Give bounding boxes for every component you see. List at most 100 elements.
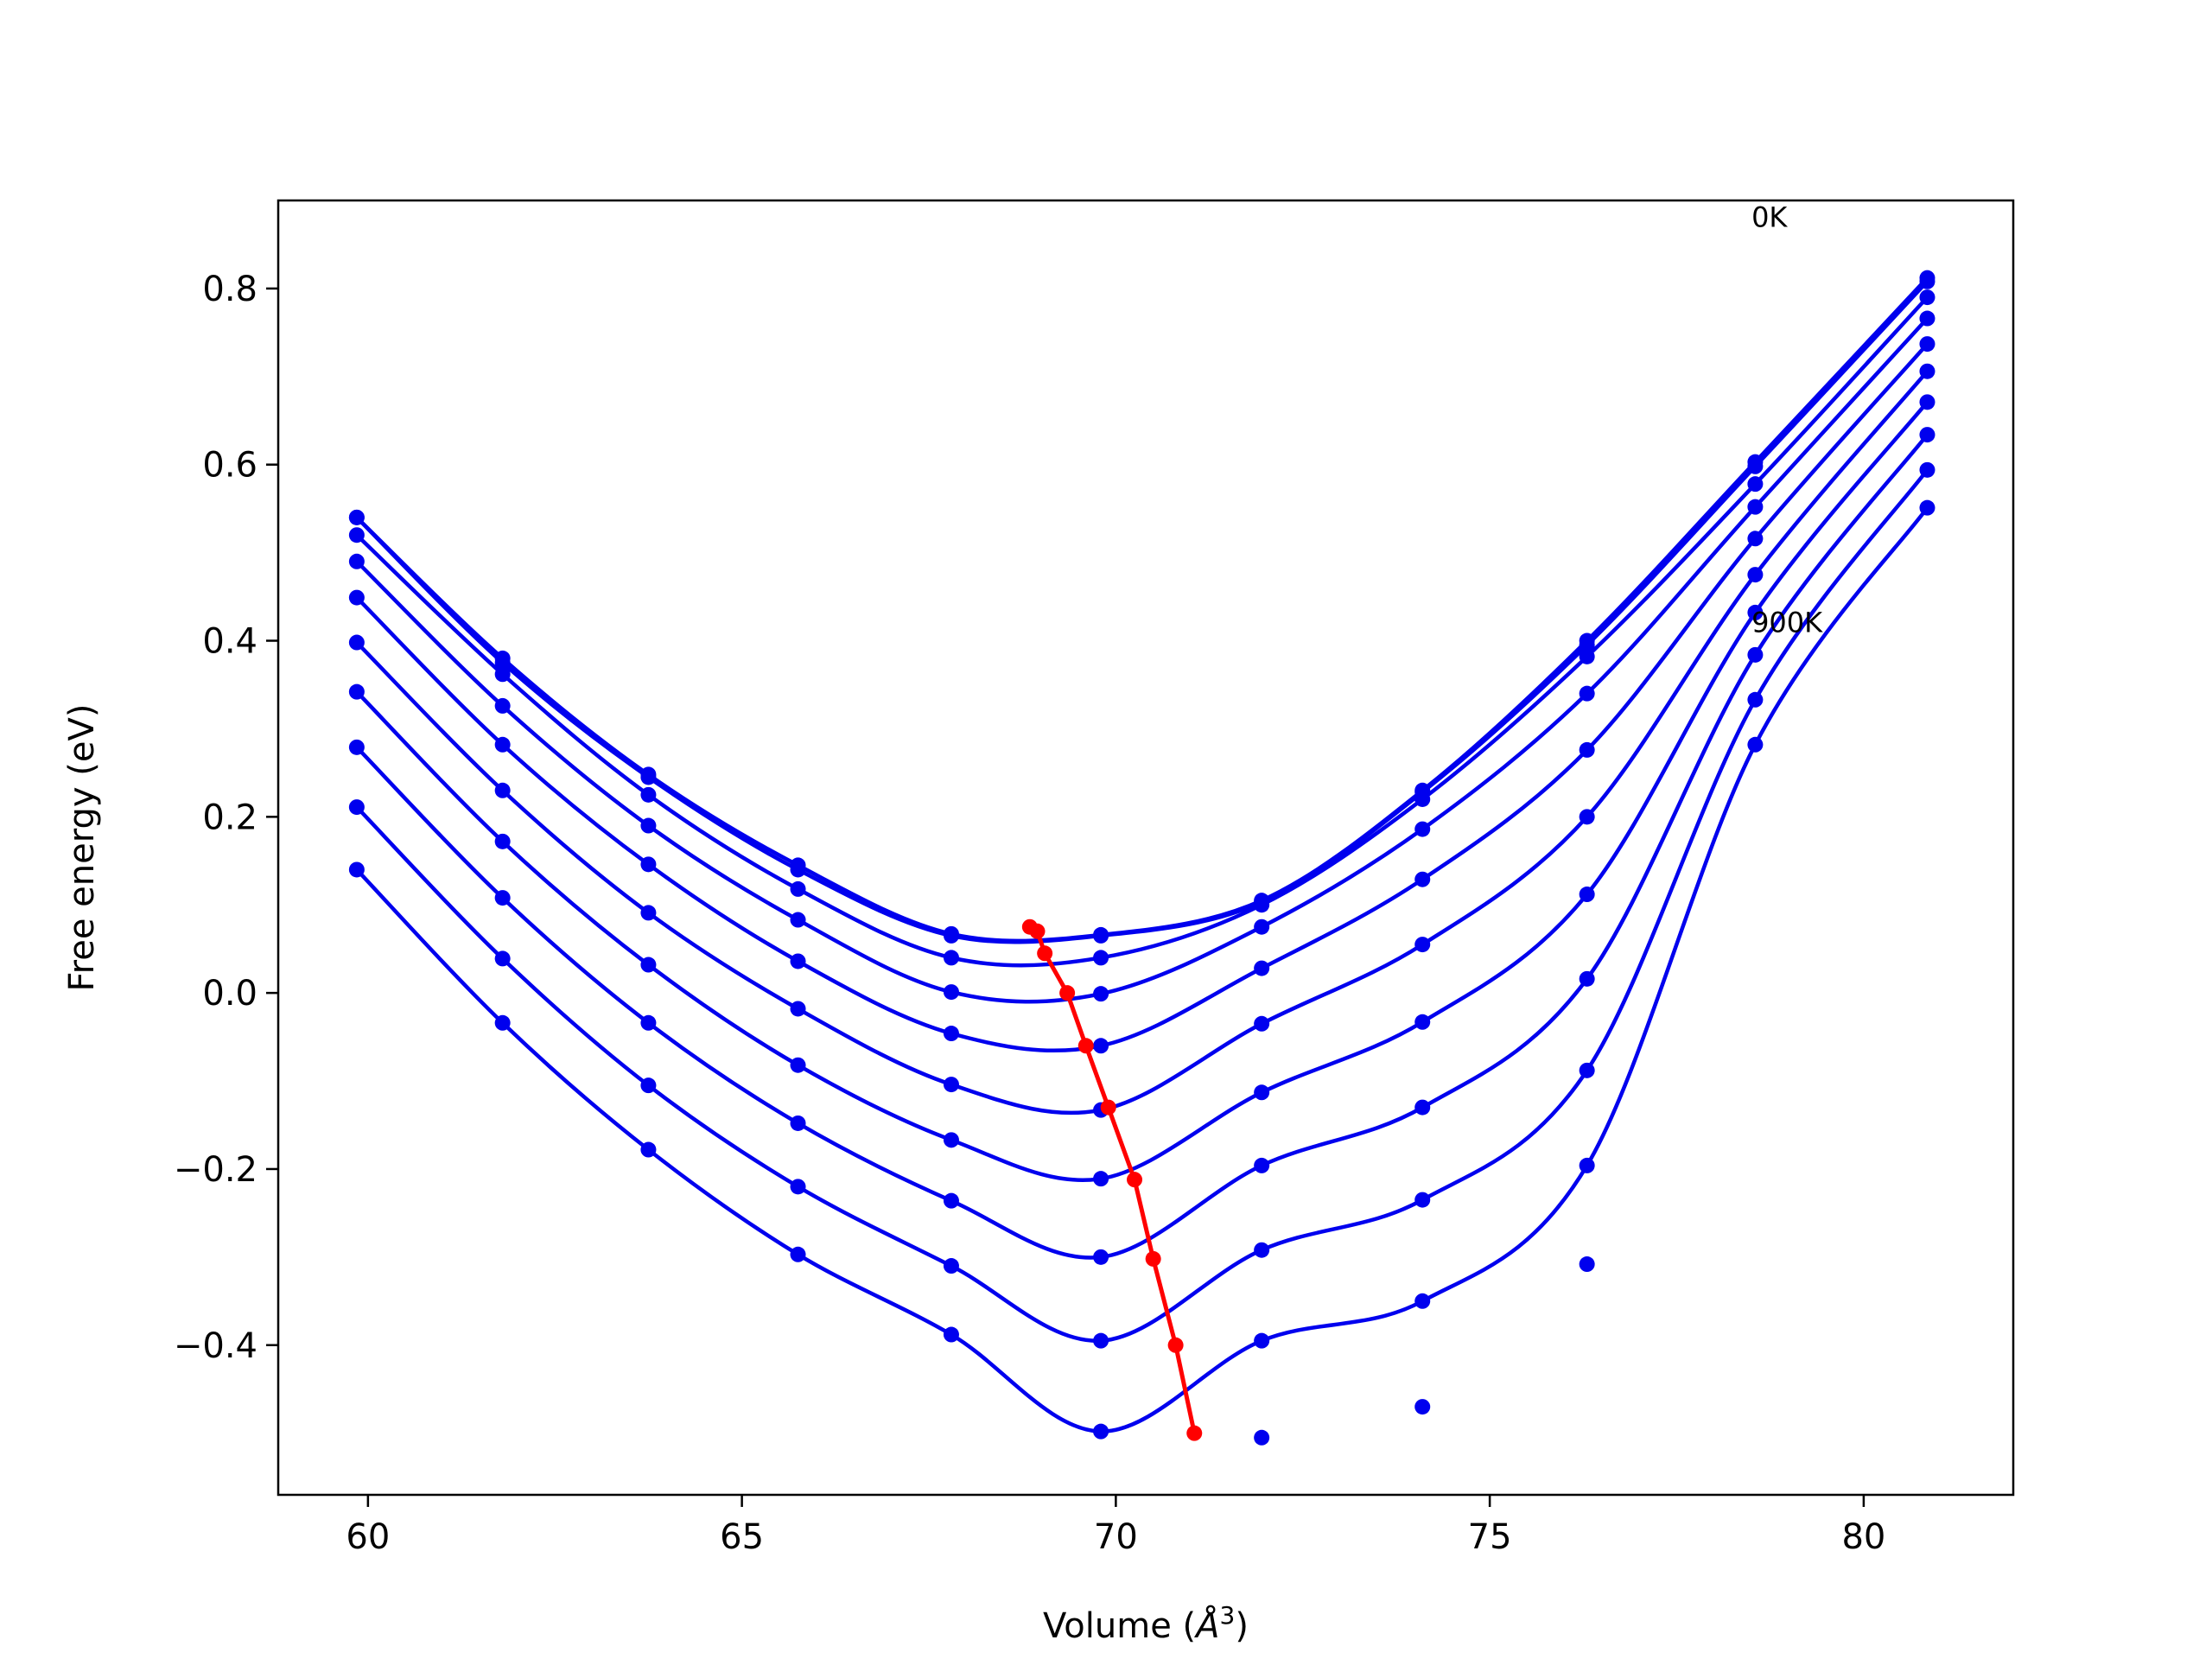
data-point xyxy=(1093,1249,1109,1265)
data-point xyxy=(943,1258,959,1274)
data-point xyxy=(1747,567,1764,583)
minimum-point xyxy=(1037,945,1053,962)
plot-frame xyxy=(276,199,2015,1497)
data-point xyxy=(1579,809,1595,825)
data-point xyxy=(1254,960,1270,976)
data-point xyxy=(494,1014,511,1031)
curve-annotation: 900K xyxy=(1751,606,1823,639)
data-point xyxy=(790,1246,806,1262)
data-point xyxy=(494,666,511,683)
fit-curve xyxy=(355,370,1929,1116)
data-point xyxy=(1919,336,1936,353)
curve-annotation: 0K xyxy=(1751,201,1788,234)
x-axis-label-close: ) xyxy=(1235,1606,1249,1646)
fit-curves xyxy=(355,276,1929,1433)
data-point xyxy=(494,890,511,906)
data-point xyxy=(1579,741,1595,758)
data-point xyxy=(943,984,959,1001)
data-point xyxy=(1747,476,1764,493)
data-point xyxy=(348,589,365,606)
data-point xyxy=(1093,1038,1109,1054)
data-point xyxy=(1919,273,1936,289)
data-point xyxy=(1747,458,1764,474)
data-point xyxy=(1579,637,1595,653)
data-point xyxy=(1919,499,1936,516)
x-axis-label-unit: Å xyxy=(1193,1605,1219,1646)
y-tick-label: −0.2 xyxy=(174,1150,257,1190)
fit-curve xyxy=(355,506,1929,1433)
fit-curve xyxy=(355,296,1929,968)
data-point xyxy=(494,950,511,967)
data-point xyxy=(1093,1332,1109,1349)
minimum-point xyxy=(1029,923,1046,939)
data-point xyxy=(640,856,657,873)
y-axis-ticks: −0.4 −0.2 0.0 0.2 0.4 0.6 0.8 xyxy=(174,270,278,1366)
x-tick-label: 65 xyxy=(720,1517,764,1557)
data-point xyxy=(1747,531,1764,547)
y-axis-label: Free energy (eV) xyxy=(62,704,102,992)
data-point xyxy=(943,1132,959,1148)
x-tick-label: 80 xyxy=(1841,1517,1885,1557)
data-point xyxy=(1254,1015,1270,1032)
data-point xyxy=(790,1179,806,1195)
data-point xyxy=(1254,1157,1270,1173)
y-tick-label: 0.4 xyxy=(202,622,257,662)
data-point xyxy=(790,880,806,897)
data-point xyxy=(1414,1192,1431,1208)
x-axis-label-exponent: 3 xyxy=(1220,1601,1236,1630)
data-point xyxy=(1414,1293,1431,1309)
data-point xyxy=(1747,499,1764,515)
minimum-point xyxy=(1059,985,1076,1001)
minimum-point xyxy=(1186,1425,1203,1441)
annotations: 0K 900K xyxy=(1751,201,1823,639)
data-point xyxy=(1414,821,1431,837)
data-point xyxy=(1254,918,1270,935)
y-tick-label: 0.0 xyxy=(202,974,257,1014)
data-point xyxy=(1093,1171,1109,1187)
minimum-point xyxy=(1077,1038,1094,1054)
data-point xyxy=(790,1057,806,1073)
data-point xyxy=(1747,736,1764,753)
data-point xyxy=(1579,887,1595,903)
data-point xyxy=(640,786,657,803)
data-point xyxy=(943,1077,959,1093)
data-point xyxy=(1254,1084,1270,1101)
data-point xyxy=(1579,970,1595,987)
data-point xyxy=(1414,871,1431,887)
data-point xyxy=(348,739,365,755)
fit-curve xyxy=(355,280,1929,944)
data-point xyxy=(1747,691,1764,708)
data-point xyxy=(1747,604,1764,620)
data-point xyxy=(1747,646,1764,663)
y-tick-label: 0.2 xyxy=(202,798,257,837)
y-tick-label: 0.6 xyxy=(202,446,257,486)
data-point xyxy=(1093,986,1109,1002)
data-point xyxy=(1414,937,1431,953)
x-axis-label-text: Volume ( xyxy=(1043,1606,1196,1646)
data-point xyxy=(348,509,365,525)
data-point xyxy=(348,527,365,543)
data-point xyxy=(1919,461,1936,478)
x-tick-label: 75 xyxy=(1468,1517,1512,1557)
data-points xyxy=(348,270,1936,1446)
data-point xyxy=(790,1001,806,1017)
data-point xyxy=(1919,289,1936,306)
data-point xyxy=(943,1192,959,1209)
data-point xyxy=(943,927,959,944)
data-point xyxy=(943,950,959,966)
data-point xyxy=(1579,685,1595,702)
fit-curve xyxy=(355,468,1929,1343)
data-point xyxy=(1254,1429,1270,1446)
x-axis-ticks: 60 65 70 75 80 xyxy=(346,1495,1885,1557)
data-point xyxy=(1414,791,1431,807)
data-point xyxy=(1254,897,1270,913)
data-point xyxy=(1579,1256,1595,1273)
data-point xyxy=(348,799,365,816)
data-point xyxy=(640,817,657,834)
y-tick-label: −0.4 xyxy=(174,1326,257,1366)
data-point xyxy=(1254,1242,1270,1258)
data-point xyxy=(348,683,365,700)
data-point xyxy=(1093,1423,1109,1440)
